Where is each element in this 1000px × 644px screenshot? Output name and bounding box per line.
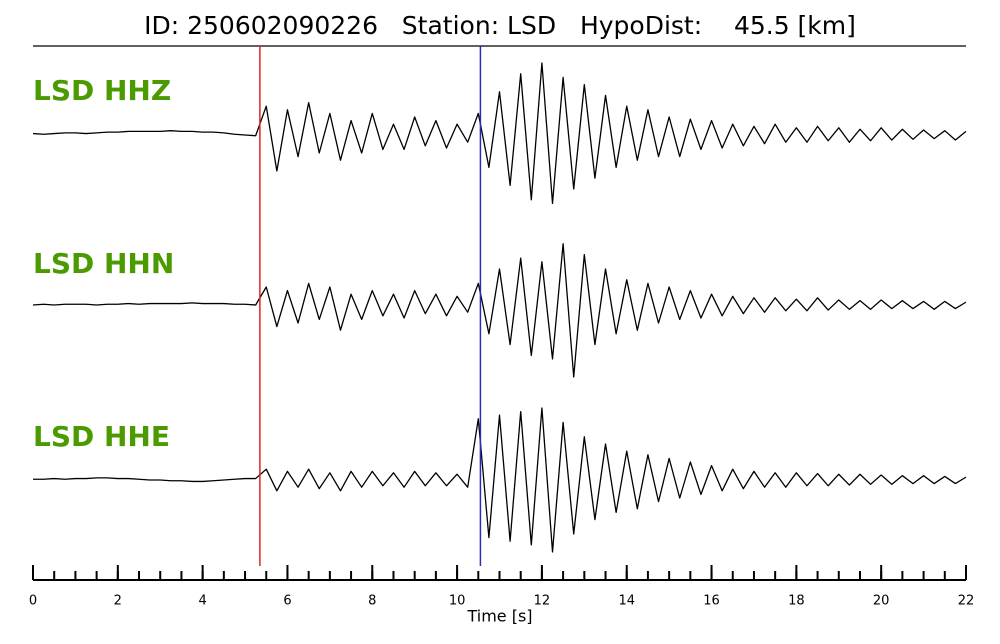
x-tick-label: 18 xyxy=(788,594,805,609)
x-tick-label: 22 xyxy=(958,594,975,609)
x-tick-label: 4 xyxy=(198,594,206,609)
x-tick-label: 14 xyxy=(618,594,635,609)
trace-label: LSD HHE xyxy=(33,420,170,453)
x-axis-label: Time [s] xyxy=(466,607,532,626)
waveform xyxy=(32,62,967,205)
x-tick-label: 10 xyxy=(449,594,466,609)
x-tick-label: 2 xyxy=(114,594,122,609)
trace-label: LSD HHN xyxy=(33,247,174,280)
trace-label: LSD HHZ xyxy=(33,74,171,107)
x-tick-label: 16 xyxy=(703,594,720,609)
waveform xyxy=(33,407,967,553)
waveform xyxy=(32,243,967,378)
chart-title: ID: 250602090226 Station: LSD HypoDist: … xyxy=(144,11,856,40)
x-tick-label: 8 xyxy=(368,594,376,609)
x-tick-label: 12 xyxy=(534,594,551,609)
x-tick-label: 0 xyxy=(29,594,37,609)
x-tick-label: 6 xyxy=(283,594,291,609)
x-tick-label: 20 xyxy=(873,594,890,609)
